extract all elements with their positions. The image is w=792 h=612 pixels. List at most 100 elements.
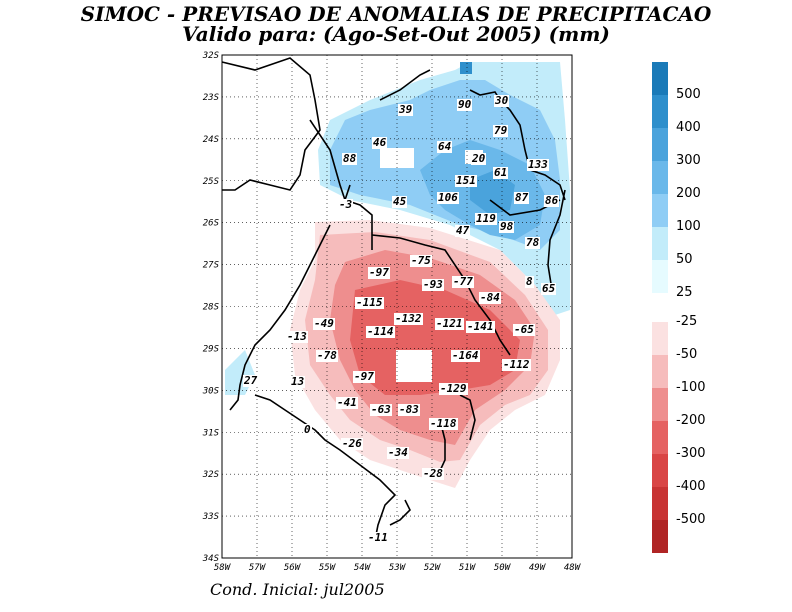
lat-tick-label: 30S <box>202 386 220 396</box>
lat-tick-label: 23S <box>203 93 220 103</box>
boundary-lines <box>221 57 566 541</box>
anomaly-value-label: -114 <box>366 325 395 338</box>
lon-tick-label: 55W <box>319 563 337 573</box>
lat-tick-label: 24S <box>203 135 220 145</box>
anomaly-value-label: 8 <box>525 275 534 288</box>
anomaly-value-label: 88 <box>342 152 358 165</box>
lat-tick-label: 34S <box>202 554 220 564</box>
anomaly-value-label: -3 <box>338 198 354 211</box>
colorbar-positive-label: 100 <box>676 219 701 234</box>
anomaly-value-label: -26 <box>341 437 363 450</box>
colorbar-negative-label: -300 <box>676 446 706 461</box>
anomaly-value-label: 64 <box>437 140 453 153</box>
map-title-line1: SIMOC - PREVISAO DE ANOMALIAS DE PRECIPI… <box>80 2 712 26</box>
lat-tick-label: 32S <box>202 470 220 480</box>
lon-tick-label: 53W <box>389 563 407 573</box>
colorbar-negative-label: -500 <box>676 512 706 527</box>
anomaly-value-label: -28 <box>422 467 444 480</box>
anomaly-value-label: -129 <box>439 382 468 395</box>
colorbar-positive-swatch <box>652 194 668 227</box>
colorbar-negative-label: -50 <box>676 347 698 362</box>
lat-tick-label: 25S <box>203 177 220 187</box>
colorbar-negative-label: -200 <box>676 413 706 428</box>
anomaly-value-label: 20 <box>471 152 487 165</box>
anomaly-value-label: -83 <box>398 403 420 416</box>
lon-tick-label: 51W <box>459 563 477 573</box>
lat-tick-label: 26S <box>203 219 220 229</box>
lat-tick-label: 32S <box>202 51 220 61</box>
lon-tick-label: 50W <box>494 563 512 573</box>
anomaly-value-label: -118 <box>429 417 458 430</box>
anomaly-value-label: 133 <box>527 158 549 171</box>
anomaly-value-label: 106 <box>437 191 459 204</box>
initial-condition-footer: Cond. Inicial: jul2005 <box>210 580 385 599</box>
lat-tick-label: 27S <box>203 261 220 271</box>
colorbar-positive-label: 200 <box>676 186 701 201</box>
lat-tick-label: 33S <box>202 512 220 522</box>
anomaly-value-label: -112 <box>502 358 531 371</box>
anomaly-value-label: -115 <box>355 296 384 309</box>
anomaly-value-label: -93 <box>422 278 444 291</box>
colorbar-positive-swatch <box>652 62 668 95</box>
colorbar-negative-swatch <box>652 355 668 388</box>
anomaly-value-label: -41 <box>336 396 358 409</box>
colorbar-positive-swatch <box>652 227 668 260</box>
colorbar-negative-label: -400 <box>676 479 706 494</box>
anomaly-value-label: -63 <box>370 403 392 416</box>
anomaly-value-label: 13 <box>290 375 306 388</box>
lon-tick-label: 57W <box>249 563 267 573</box>
lat-tick-label: 29S <box>203 344 220 354</box>
anomaly-value-label: -34 <box>387 446 409 459</box>
colorbar-negative-label: -25 <box>676 314 698 329</box>
colorbar-positive-swatch <box>652 260 668 293</box>
axis-ticks: 32S23S24S25S26S27S28S29S30S31S32S33S34S5… <box>202 51 582 573</box>
colorbar-positive-label: 50 <box>676 252 693 267</box>
colorbar-positive-swatch <box>652 161 668 194</box>
colorbar-positive <box>652 62 668 293</box>
anomaly-value-label: 79 <box>493 124 509 137</box>
colorbar-negative-label: -100 <box>676 380 706 395</box>
anomaly-value-label: -132 <box>394 312 423 325</box>
lon-tick-label: 48W <box>564 563 582 573</box>
anomaly-value-label: 86 <box>544 194 560 207</box>
anomaly-value-label: -77 <box>452 275 474 288</box>
anomaly-value-label: 30 <box>494 94 510 107</box>
colorbar-negative-swatch <box>652 454 668 487</box>
colorbar-positive-swatch <box>652 128 668 161</box>
colorbar-negative <box>652 322 668 553</box>
anomaly-value-label: -78 <box>316 349 338 362</box>
anomaly-value-label: 39 <box>398 103 414 116</box>
lon-tick-label: 52W <box>424 563 442 573</box>
anomaly-value-label: -65 <box>513 323 535 336</box>
anomaly-value-label: 45 <box>392 195 408 208</box>
colorbar-positive-swatch <box>652 95 668 128</box>
lat-tick-label: 31S <box>202 428 220 438</box>
colorbar-positive-label: 400 <box>676 120 701 135</box>
anomaly-value-label: 0 <box>303 423 312 436</box>
anomaly-value-label: -11 <box>367 531 389 544</box>
map-title-line2: Valido para: (Ago-Set-Out 2005) (mm) <box>182 22 610 46</box>
colorbar-positive-label: 300 <box>676 153 701 168</box>
anomaly-value-label: -84 <box>479 291 501 304</box>
colorbar-negative-swatch <box>652 520 668 553</box>
anomaly-value-label: -49 <box>313 317 335 330</box>
colorbar-positive-label: 25 <box>676 285 693 300</box>
anomaly-value-label: 61 <box>493 166 509 179</box>
lon-tick-label: 56W <box>284 563 302 573</box>
lon-tick-label: 58W <box>214 563 232 573</box>
anomaly-value-label: 98 <box>499 220 515 233</box>
anomaly-value-label: -121 <box>435 317 464 330</box>
anomaly-value-label: 27 <box>243 374 259 387</box>
colorbar-positive-label: 500 <box>676 87 701 102</box>
anomaly-value-label: 65 <box>541 282 557 295</box>
anomaly-value-label: 47 <box>455 224 471 237</box>
anomaly-value-label: 119 <box>475 212 497 225</box>
anomaly-value-label: 151 <box>455 174 477 187</box>
anomaly-value-label: -97 <box>368 266 390 279</box>
anomaly-value-label: -75 <box>410 254 432 267</box>
anomaly-value-label: -13 <box>286 330 308 343</box>
anomaly-value-label: 90 <box>457 98 473 111</box>
lon-tick-label: 49W <box>529 563 547 573</box>
lon-tick-label: 54W <box>354 563 372 573</box>
